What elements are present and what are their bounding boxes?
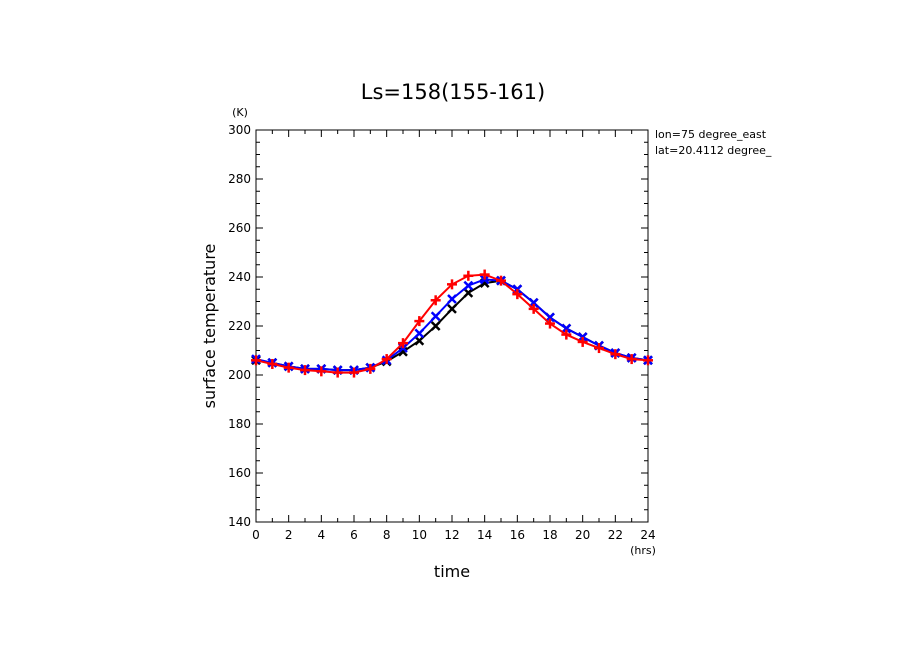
series-2 bbox=[251, 269, 653, 378]
data-point bbox=[512, 289, 523, 300]
data-point bbox=[300, 365, 310, 376]
data-point bbox=[365, 363, 376, 374]
data-point bbox=[430, 311, 441, 322]
marker-stroke bbox=[447, 303, 457, 314]
data-point bbox=[528, 303, 539, 314]
data-point bbox=[561, 329, 572, 340]
x-tick-label: 24 bbox=[640, 528, 655, 542]
data-point bbox=[447, 279, 457, 290]
data-point bbox=[430, 321, 441, 331]
data-series bbox=[251, 269, 653, 378]
marker-stroke bbox=[463, 288, 474, 298]
x-tick-label: 4 bbox=[318, 528, 326, 542]
x-tick-label: 22 bbox=[608, 528, 623, 542]
plot-frame bbox=[255, 129, 649, 523]
marker-stroke bbox=[430, 321, 441, 331]
data-point bbox=[414, 335, 425, 346]
y-tick-label: 240 bbox=[228, 270, 251, 284]
marker-stroke bbox=[430, 311, 441, 322]
data-point bbox=[545, 318, 555, 329]
y-tick-label: 140 bbox=[228, 515, 251, 529]
marker-stroke bbox=[463, 280, 474, 291]
data-point bbox=[283, 362, 294, 373]
x-tick-label: 0 bbox=[252, 528, 260, 542]
y-tick-label: 220 bbox=[228, 319, 251, 333]
x-tick-label: 6 bbox=[350, 528, 358, 542]
series-line bbox=[255, 278, 649, 372]
data-point bbox=[398, 338, 408, 349]
data-point bbox=[251, 355, 261, 366]
data-point bbox=[463, 280, 474, 291]
x-tick-label: 18 bbox=[542, 528, 557, 542]
data-point bbox=[496, 275, 506, 286]
marker-stroke bbox=[414, 328, 425, 339]
x-axis-label: time bbox=[434, 562, 470, 581]
data-point bbox=[447, 294, 457, 304]
x-tick-label: 14 bbox=[477, 528, 492, 542]
y-tick-label: 300 bbox=[228, 123, 251, 137]
series-1 bbox=[251, 274, 653, 375]
marker-stroke bbox=[561, 323, 572, 334]
data-point bbox=[267, 358, 278, 369]
data-point bbox=[594, 343, 604, 354]
series-0 bbox=[251, 275, 653, 375]
annotation-lat: lat=20.4112 degree_ bbox=[655, 144, 772, 157]
data-point bbox=[332, 367, 343, 378]
marker-stroke bbox=[414, 335, 425, 346]
y-tick-label: 260 bbox=[228, 221, 251, 235]
data-point bbox=[463, 288, 474, 298]
marker-stroke bbox=[447, 294, 457, 304]
data-point bbox=[643, 355, 653, 366]
data-point bbox=[610, 349, 621, 360]
x-tick-label: 20 bbox=[575, 528, 590, 542]
x-unit-label: (hrs) bbox=[630, 544, 656, 557]
data-point bbox=[463, 270, 474, 281]
data-point bbox=[447, 303, 457, 314]
data-point bbox=[479, 269, 490, 280]
series-line bbox=[255, 279, 649, 372]
x-tick-label: 2 bbox=[285, 528, 293, 542]
data-point bbox=[414, 328, 425, 339]
data-point bbox=[381, 354, 392, 365]
data-point bbox=[414, 316, 425, 327]
y-tick-label: 160 bbox=[228, 466, 251, 480]
x-tick-label: 10 bbox=[412, 528, 427, 542]
data-point bbox=[349, 367, 359, 378]
y-tick-label: 280 bbox=[228, 172, 251, 186]
y-tick-label: 200 bbox=[228, 368, 251, 382]
data-point bbox=[561, 323, 572, 334]
chart-title: Ls=158(155-161) bbox=[361, 80, 545, 104]
data-point bbox=[430, 295, 441, 306]
y-unit-label: (K) bbox=[232, 106, 248, 119]
x-tick-label: 8 bbox=[383, 528, 391, 542]
x-tick-label: 12 bbox=[444, 528, 459, 542]
data-point bbox=[316, 366, 327, 377]
y-tick-label: 180 bbox=[228, 417, 251, 431]
y-axis-label: surface temperature bbox=[200, 244, 219, 409]
data-point bbox=[626, 354, 637, 365]
annotation-lon: lon=75 degree_east bbox=[655, 128, 767, 141]
data-point bbox=[577, 336, 588, 347]
axis-ticks: 0 2 4 6 8 10 12 14 16 18 20 22 241401601802002202402… bbox=[228, 123, 656, 542]
x-tick-label: 16 bbox=[510, 528, 525, 542]
